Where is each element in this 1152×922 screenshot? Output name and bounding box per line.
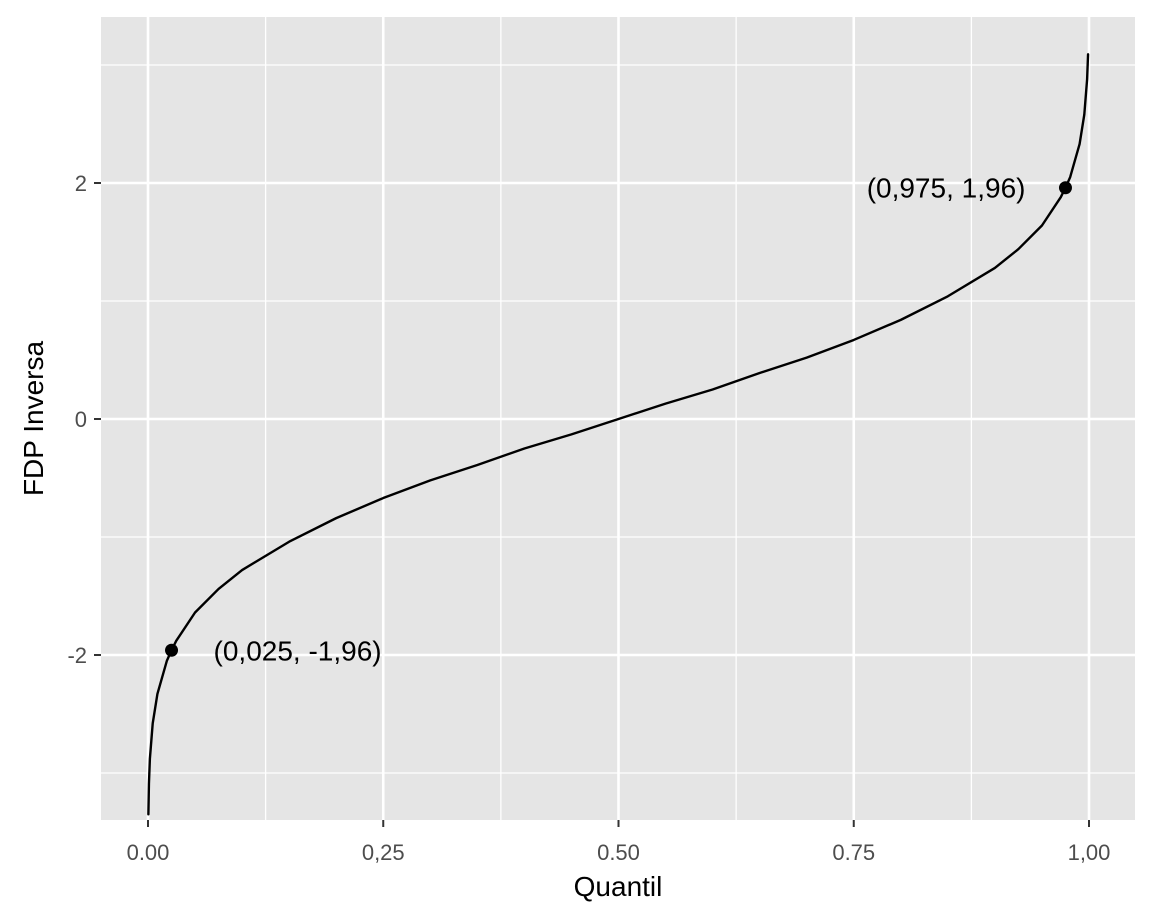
highlighted-points: (0,025, -1,96) (0,975, 1,96) bbox=[165, 173, 1072, 666]
x-tick-label: 0.75 bbox=[832, 840, 875, 865]
x-tick-label: 0.00 bbox=[127, 840, 170, 865]
y-axis: -2 0 2 bbox=[67, 171, 101, 668]
data-point-1 bbox=[165, 643, 179, 657]
x-tick-label: 0,25 bbox=[362, 840, 405, 865]
data-point-2 bbox=[1058, 181, 1072, 195]
x-axis-title: Quantil bbox=[574, 871, 663, 902]
x-axis: 0.00 0,25 0.50 0.75 1,00 bbox=[127, 820, 1111, 865]
y-tick-label: -2 bbox=[67, 643, 87, 668]
point-label-1: (0,025, -1,96) bbox=[214, 635, 382, 666]
x-tick-label: 0.50 bbox=[597, 840, 640, 865]
y-tick-label: 0 bbox=[75, 407, 87, 432]
point-label-2: (0,975, 1,96) bbox=[867, 173, 1026, 204]
x-tick-label: 1,00 bbox=[1068, 840, 1111, 865]
y-axis-title: FDP Inversa bbox=[18, 341, 49, 497]
y-tick-label: 2 bbox=[75, 171, 87, 196]
